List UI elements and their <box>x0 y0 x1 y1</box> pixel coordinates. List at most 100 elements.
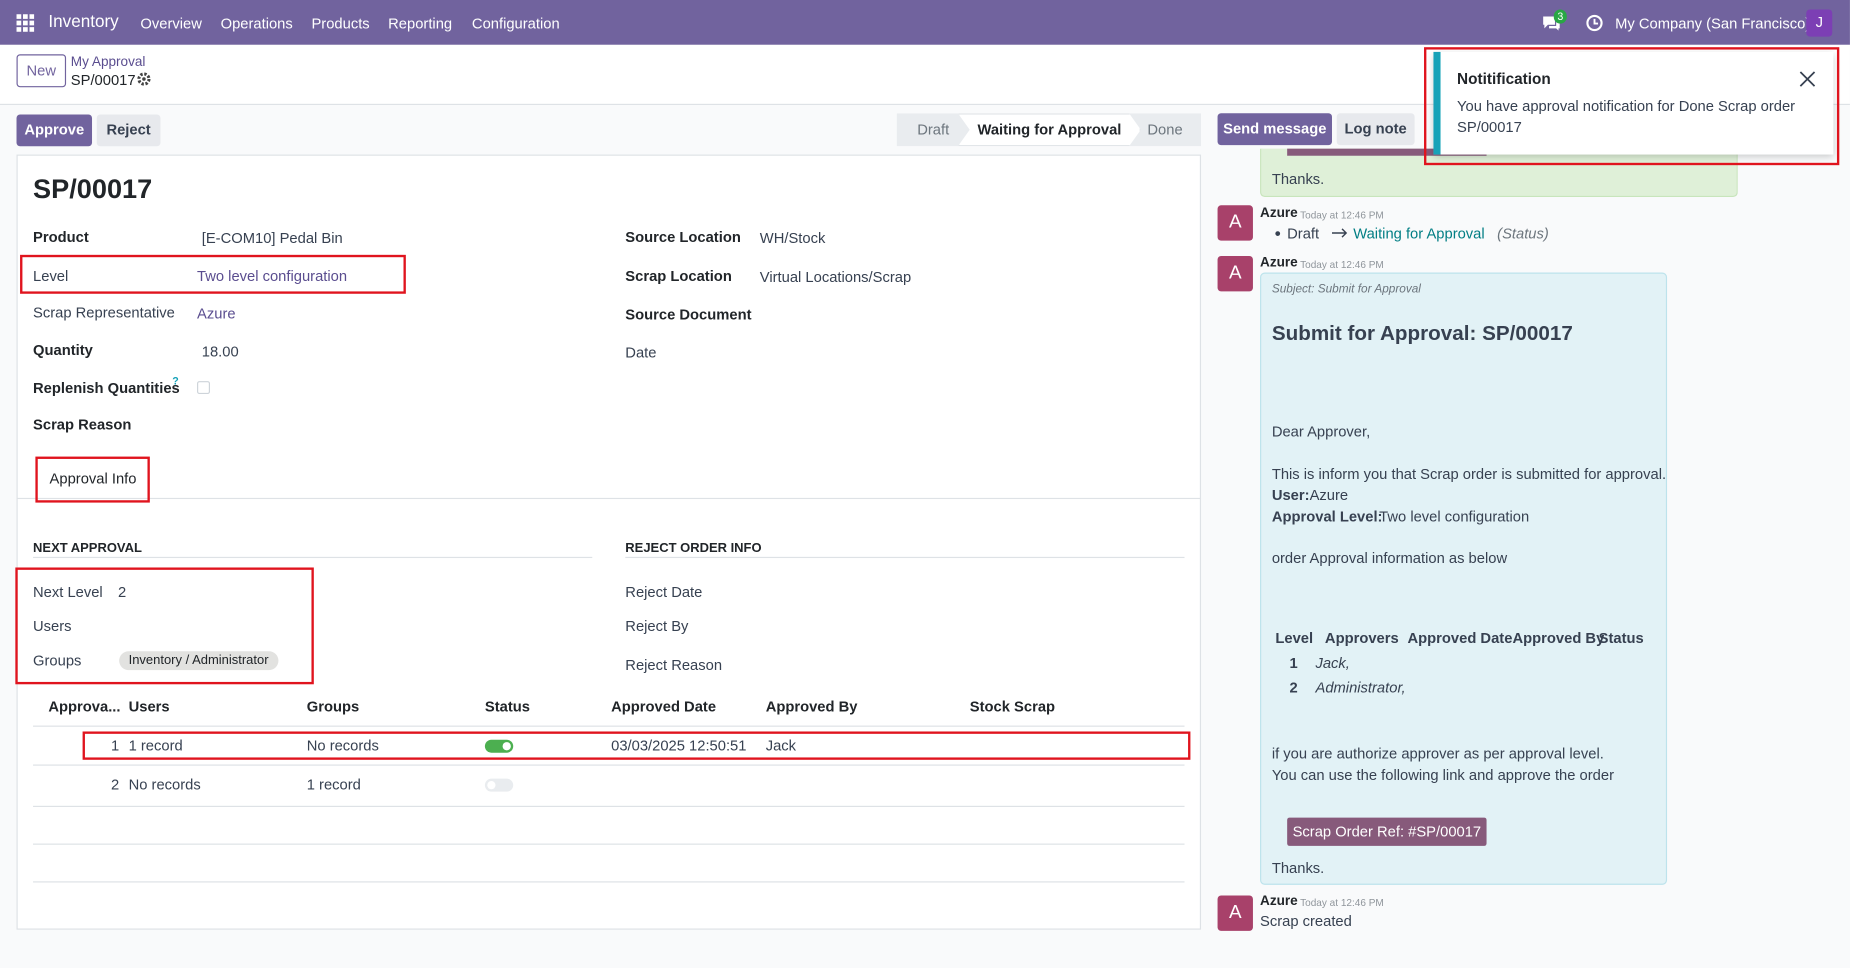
checkbox[interactable] <box>197 381 211 395</box>
breadcrumb-link[interactable]: My Approval <box>70 55 146 70</box>
company-switcher[interactable]: My Company (San Francisco) <box>1615 15 1811 32</box>
notification-close[interactable] <box>1799 71 1816 88</box>
author-avatar[interactable]: A <box>1217 256 1253 292</box>
notification-body: You have approval notification for Done … <box>1457 97 1796 136</box>
apps-icon[interactable] <box>16 14 35 32</box>
highlight-box <box>15 567 314 685</box>
menu-item[interactable]: Products <box>311 15 370 32</box>
menu-item[interactable]: Overview <box>140 15 202 32</box>
field-value: Virtual Locations/Scrap <box>759 268 912 286</box>
toggle-knob <box>487 781 496 790</box>
field-label: Reject Date <box>625 584 703 601</box>
email-closing: Thanks. <box>1271 860 1325 877</box>
email-value: Azure <box>1309 487 1349 504</box>
tab-divider <box>16 497 1202 500</box>
message-time: Today at 12:46 PM <box>1300 208 1384 221</box>
email-link-button[interactable]: Scrap Order Ref: #SP/00017 <box>1287 817 1487 846</box>
table-header[interactable]: Approved By <box>765 698 858 715</box>
menu-item[interactable]: Reporting <box>388 15 453 32</box>
field-value: 2 <box>117 584 127 601</box>
table-rule <box>33 843 1185 845</box>
email-table-header: Approved By <box>1512 630 1605 647</box>
status-toggle[interactable] <box>484 739 514 753</box>
table-header[interactable]: Stock Scrap <box>969 698 1056 715</box>
author-name[interactable]: Azure <box>1260 206 1298 221</box>
cell-approved-date: 03/03/2025 12:50:51 <box>611 737 747 754</box>
cell-groups: No records <box>306 737 379 754</box>
cell-users: 1 record <box>128 737 183 754</box>
field-label: Date <box>625 344 657 362</box>
reject-button[interactable]: Reject <box>96 114 161 147</box>
field-label: Replenish Quantities <box>33 379 180 397</box>
cell-approved-by: Jack <box>765 737 797 754</box>
email-bubble <box>1260 272 1668 885</box>
app-name[interactable]: Inventory <box>48 12 119 32</box>
field-label: Scrap Representative <box>33 304 175 321</box>
email-text: order Approval information as below <box>1271 549 1508 567</box>
log-note-button[interactable]: Log note <box>1336 113 1415 146</box>
message-badge: 3 <box>1553 9 1567 24</box>
new-button[interactable]: New <box>16 54 67 88</box>
email-value: Two level configuration <box>1379 508 1530 526</box>
table-header[interactable]: Approva... <box>48 698 121 715</box>
form-sheet <box>16 154 1202 930</box>
cell-sequence: 2 <box>110 776 120 793</box>
notification-toast <box>1433 51 1834 155</box>
table-header[interactable]: Status <box>484 698 530 715</box>
message-time: Today at 12:46 PM <box>1300 258 1384 271</box>
field-label: Groups <box>33 652 82 669</box>
table-header[interactable]: Groups <box>306 698 360 715</box>
send-message-button[interactable]: Send message <box>1217 113 1332 146</box>
status-toggle[interactable] <box>484 778 514 792</box>
status-stage[interactable]: Done <box>1129 113 1202 147</box>
section-heading: NEXT APPROVAL <box>33 541 142 556</box>
approve-button[interactable]: Approve <box>16 114 93 147</box>
status-stage-active[interactable]: Waiting for Approval <box>958 113 1141 146</box>
notebook-tab[interactable]: Approval Info <box>49 470 137 488</box>
email-table-approvers: Jack, <box>1315 654 1350 672</box>
field-value-link[interactable]: Azure <box>197 305 236 323</box>
email-table-approvers: Administrator, <box>1315 679 1406 697</box>
field-label: Scrap Location <box>625 267 732 285</box>
menu-item[interactable]: Operations <box>220 15 293 32</box>
field-value: 18.00 <box>201 343 239 360</box>
cell-users: No records <box>128 776 201 793</box>
table-header[interactable]: Users <box>128 698 170 715</box>
field-label: Source Location <box>625 228 741 246</box>
gear-icon[interactable] <box>137 72 151 86</box>
tracking-field: (Status) <box>1497 225 1549 242</box>
menu-item[interactable]: Configuration <box>471 15 560 32</box>
author-name[interactable]: Azure <box>1260 894 1298 909</box>
email-subject: Subject: Submit for Approval <box>1271 283 1421 297</box>
email-button-partial <box>1287 148 1487 156</box>
email-table-header: Approvers <box>1324 630 1399 647</box>
highlight-box <box>35 456 150 503</box>
author-avatar[interactable]: A <box>1217 895 1253 931</box>
author-avatar[interactable]: A <box>1217 205 1253 241</box>
email-heading: Submit for Approval: SP/00017 <box>1271 320 1573 345</box>
table-header[interactable]: Approved Date <box>611 698 717 715</box>
activity-icon[interactable] <box>1586 14 1604 32</box>
field-value: [E-COM10] Pedal Bin <box>201 230 343 247</box>
status-stage[interactable]: Draft <box>897 113 970 146</box>
table-rule <box>33 725 1185 727</box>
section-divider <box>33 556 593 559</box>
notification-title: Notitification <box>1457 69 1551 88</box>
message-body: Thanks. <box>1271 171 1325 188</box>
section-heading: REJECT ORDER INFO <box>625 541 762 556</box>
navbar: Inventory Overview Operations Products R… <box>0 0 1850 45</box>
email-text: You can use the following link and appro… <box>1271 766 1614 784</box>
field-label: Level <box>33 267 69 285</box>
author-name[interactable]: Azure <box>1260 256 1298 271</box>
highlight-box <box>82 731 1191 760</box>
cell-groups: 1 record <box>306 776 361 793</box>
cell-sequence: 1 <box>110 737 120 754</box>
field-value: WH/Stock <box>759 230 826 247</box>
field-label: Quantity <box>33 342 93 359</box>
field-value-link[interactable]: Two level configuration <box>197 267 348 285</box>
user-avatar[interactable]: J <box>1806 9 1833 37</box>
help-tooltip[interactable]: ? <box>172 375 179 387</box>
